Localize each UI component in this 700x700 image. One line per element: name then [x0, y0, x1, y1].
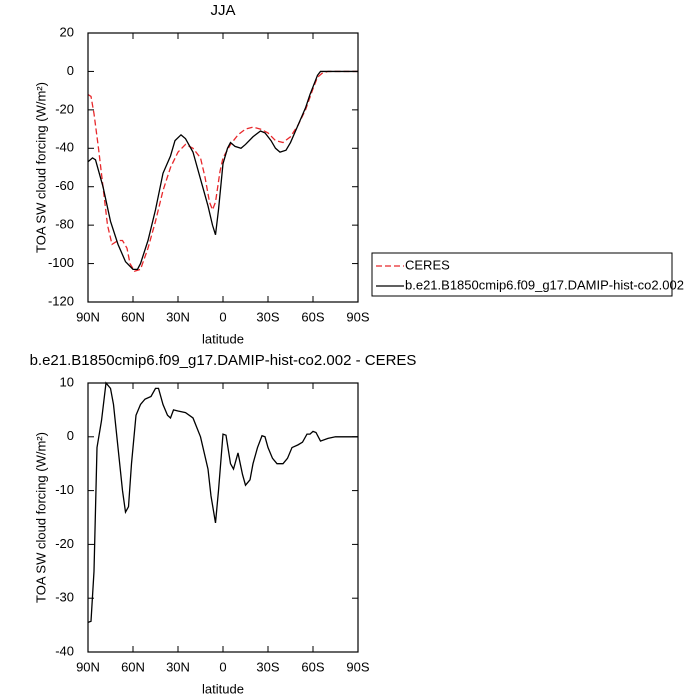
chart-title: b.e21.B1850cmip6.f09_g17.DAMIP-hist-co2.…: [30, 352, 417, 369]
y-tick-label: -100: [48, 255, 74, 270]
legend-box: [371, 252, 673, 297]
y-tick-label: -20: [55, 536, 74, 551]
x-tick-label: 30S: [256, 659, 279, 674]
x-tick-label: 90N: [76, 309, 100, 324]
x-tick-label: 30N: [166, 309, 190, 324]
x-tick-label: 60S: [301, 659, 324, 674]
x-tick-label: 30S: [256, 309, 279, 324]
data-line: [87, 70, 358, 270]
x-tick-label: 90S: [346, 309, 369, 324]
plot-frame: [87, 32, 359, 303]
data-line: [87, 381, 358, 624]
legend-label: CERES: [405, 257, 450, 272]
x-tick-label: 30N: [166, 659, 190, 674]
y-tick-label: -30: [55, 590, 74, 605]
x-tick-label: 0: [219, 309, 226, 324]
y-tick-label: -80: [55, 217, 74, 232]
y-tick-label: -40: [55, 140, 74, 155]
y-tick-label: 0: [67, 63, 74, 78]
x-tick-label: 90N: [76, 659, 100, 674]
y-axis-label: TOA SW cloud forcing (W/m²): [33, 432, 48, 603]
y-tick-label: 0: [67, 428, 74, 443]
y-tick-label: -40: [55, 643, 74, 658]
x-tick-label: 60N: [121, 659, 145, 674]
x-axis-label: latitude: [202, 681, 244, 696]
plot-frame: [87, 382, 359, 653]
x-tick-label: 90S: [346, 659, 369, 674]
y-tick-label: -20: [55, 101, 74, 116]
y-tick-label: -120: [48, 293, 74, 308]
legend-label: b.e21.B1850cmip6.f09_g17.DAMIP-hist-co2.…: [405, 277, 684, 292]
y-tick-label: 10: [60, 374, 74, 389]
y-tick-label: -10: [55, 482, 74, 497]
x-tick-label: 60N: [121, 309, 145, 324]
chart-title: JJA: [210, 2, 235, 19]
y-tick-label: -60: [55, 178, 74, 193]
x-tick-label: 0: [219, 659, 226, 674]
y-tick-label: 20: [60, 24, 74, 39]
x-tick-label: 60S: [301, 309, 324, 324]
y-axis-label: TOA SW cloud forcing (W/m²): [33, 82, 48, 253]
data-line: [87, 70, 358, 273]
x-axis-label: latitude: [202, 331, 244, 346]
